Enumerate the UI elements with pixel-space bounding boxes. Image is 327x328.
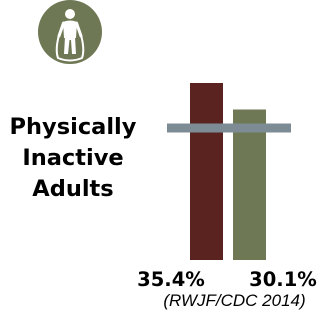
value-label-2: 30.1% (249, 268, 317, 291)
title-line-2: Inactive (22, 145, 124, 171)
title-line-3: Adults (32, 176, 114, 202)
source-note: (RWJF/CDC 2014) (163, 291, 306, 310)
bar-1 (190, 83, 223, 260)
chart-title: Physically Inactive Adults (0, 112, 146, 205)
bar-2 (233, 109, 266, 260)
title-line-1: Physically (9, 114, 137, 140)
jump-rope-person-icon (38, 0, 102, 64)
value-label-1: 35.4% (137, 268, 205, 291)
reference-line (167, 123, 291, 133)
